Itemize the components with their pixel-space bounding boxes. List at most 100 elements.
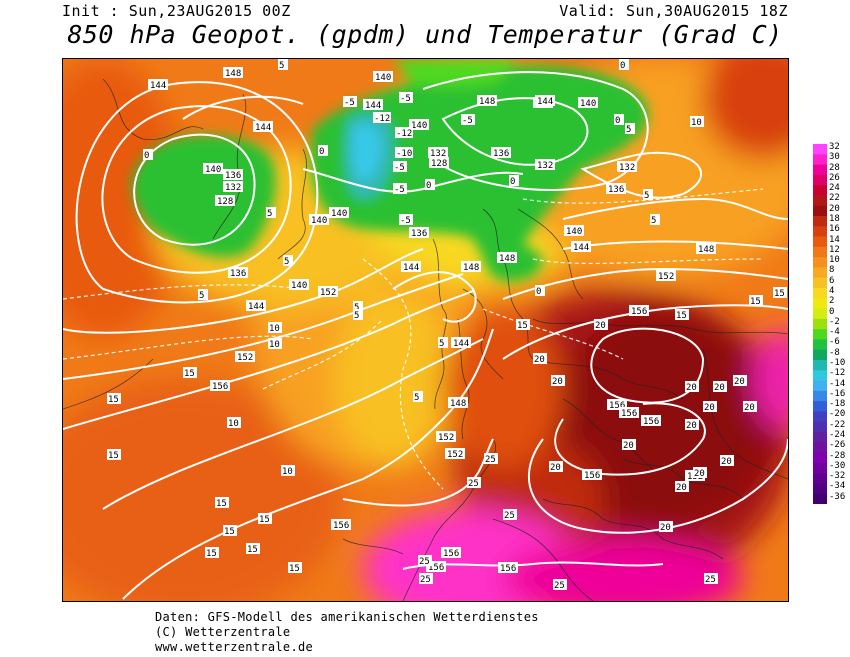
gp-label: 156 — [607, 399, 627, 411]
svg-text:15: 15 — [750, 297, 761, 307]
svg-text:0: 0 — [620, 61, 625, 71]
t-label: 0 — [425, 179, 435, 191]
gp-label: 156 — [331, 519, 351, 531]
svg-text:140: 140 — [205, 165, 221, 175]
svg-text:20: 20 — [550, 463, 561, 473]
svg-text:152: 152 — [237, 353, 253, 363]
svg-text:25: 25 — [554, 581, 565, 591]
svg-text:25: 25 — [485, 455, 496, 465]
t-label: 5 — [438, 337, 448, 349]
svg-text:10: 10 — [691, 118, 702, 128]
svg-text:0: 0 — [510, 177, 515, 187]
svg-text:128: 128 — [431, 159, 447, 169]
color-scale-label: -6 — [829, 337, 840, 348]
t-label: 15 — [107, 393, 121, 405]
color-swatch — [813, 339, 827, 351]
t-label: 20 — [675, 481, 689, 493]
color-swatch — [813, 195, 827, 207]
color-scale-label: 14 — [829, 234, 840, 245]
svg-text:15: 15 — [259, 515, 270, 525]
svg-text:20: 20 — [534, 355, 545, 365]
color-swatch — [813, 298, 827, 310]
gp-label: 156 — [629, 305, 649, 317]
svg-text:0: 0 — [615, 116, 620, 126]
gp-label: 144 — [451, 337, 471, 349]
t-label: 15 — [749, 295, 763, 307]
color-swatch — [813, 185, 827, 196]
color-swatch — [813, 452, 827, 464]
svg-text:-12: -12 — [396, 129, 412, 139]
color-scale-label: -20 — [829, 409, 846, 420]
color-scale-label: 24 — [829, 183, 840, 194]
svg-text:152: 152 — [438, 433, 454, 443]
svg-text:156: 156 — [643, 417, 659, 427]
color-scale-label: 26 — [829, 172, 840, 183]
svg-text:156: 156 — [584, 471, 600, 481]
color-scale-label: 12 — [829, 244, 840, 255]
color-scale-label: 8 — [829, 265, 835, 276]
footer-copyright: (C) Wetterzentrale — [155, 625, 291, 639]
svg-text:20: 20 — [686, 421, 697, 431]
t-label: 5 — [278, 59, 288, 71]
gp-label: 148 — [497, 252, 517, 264]
t-label: 25 — [503, 509, 517, 521]
gp-label: 136 — [223, 169, 243, 181]
svg-text:20: 20 — [686, 383, 697, 393]
svg-text:-5: -5 — [394, 185, 405, 195]
t-label: 15 — [215, 497, 229, 509]
gp-label: 140 — [373, 71, 393, 83]
gp-label: 156 — [498, 562, 518, 574]
t-label: 20 — [549, 461, 563, 473]
t-label: 10 — [281, 465, 295, 477]
gp-label: 144 — [246, 300, 266, 312]
gp-label: 132 — [223, 181, 243, 193]
t-label: 20 — [551, 375, 565, 387]
color-swatch — [813, 318, 827, 330]
gp-label: 132 — [535, 159, 555, 171]
color-scale-label: 32 — [829, 142, 840, 152]
color-scale-label: 18 — [829, 214, 840, 224]
t-label: 15 — [258, 513, 272, 525]
svg-text:25: 25 — [504, 511, 515, 521]
svg-text:140: 140 — [566, 227, 582, 237]
svg-text:5: 5 — [267, 209, 272, 219]
svg-text:136: 136 — [411, 229, 427, 239]
t-label: 5 — [643, 189, 653, 201]
t-label: -5 — [393, 161, 407, 173]
svg-text:5: 5 — [626, 125, 631, 135]
svg-text:15: 15 — [247, 545, 258, 555]
gp-label: 156 — [619, 407, 639, 419]
color-swatch — [813, 308, 827, 320]
svg-text:156: 156 — [609, 401, 625, 411]
color-swatch — [813, 442, 827, 454]
svg-text:-5: -5 — [400, 94, 411, 104]
color-scale-label: 4 — [829, 286, 835, 296]
color-scale-label: 6 — [829, 275, 835, 286]
svg-text:15: 15 — [676, 311, 687, 321]
svg-text:144: 144 — [255, 123, 271, 133]
color-swatch — [813, 288, 827, 299]
svg-text:20: 20 — [714, 383, 725, 393]
svg-text:5: 5 — [354, 311, 359, 321]
gp-label: 156 — [582, 469, 602, 481]
temperature-labels: -5 -5 -12 -12 -5 -5 -5 -10 0 0 0 5 5 5 5… — [107, 59, 787, 591]
color-scale-label: 10 — [829, 255, 840, 266]
t-label: 10 — [227, 417, 241, 429]
color-scale-label: -32 — [829, 471, 846, 482]
gp-label: 140 — [309, 214, 329, 226]
gp-label: 140 — [329, 207, 349, 219]
t-label: 5 — [353, 301, 363, 313]
gp-label: 152 — [235, 351, 255, 363]
color-swatch — [813, 411, 827, 423]
svg-text:20: 20 — [595, 321, 606, 331]
svg-text:0: 0 — [536, 287, 541, 297]
svg-text:144: 144 — [453, 339, 469, 349]
t-label: 20 — [720, 455, 734, 467]
gp-label: 156 — [210, 380, 230, 392]
t-label: 5 — [198, 289, 208, 301]
svg-text:132: 132 — [537, 161, 553, 171]
svg-text:132: 132 — [619, 163, 635, 173]
color-swatch — [813, 401, 827, 412]
svg-text:140: 140 — [411, 121, 427, 131]
svg-text:10: 10 — [228, 419, 239, 429]
